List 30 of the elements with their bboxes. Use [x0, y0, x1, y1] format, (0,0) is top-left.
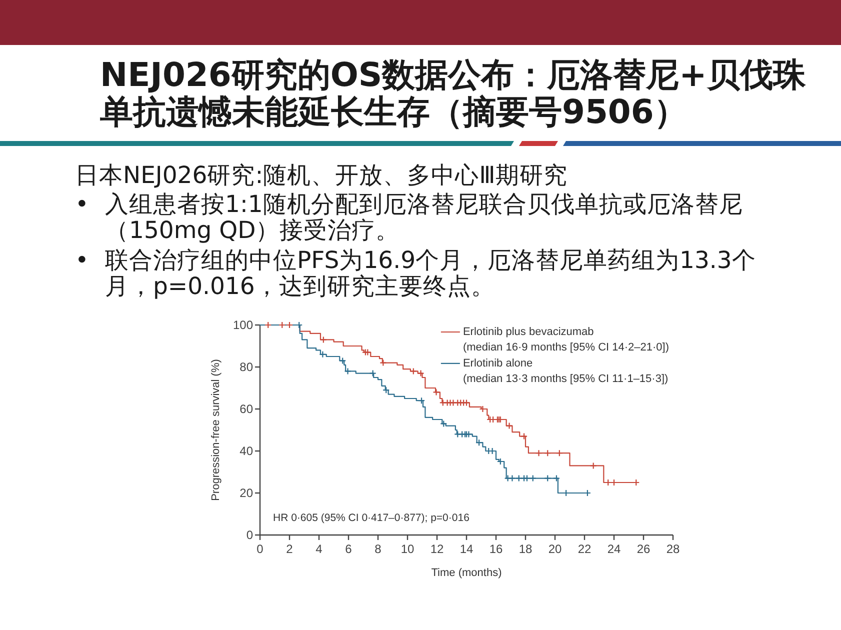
- x-tick-label: 8: [374, 542, 382, 556]
- x-tick-label: 20: [548, 542, 562, 556]
- x-tick-label: 22: [578, 542, 592, 556]
- y-tick-label: 80: [240, 360, 254, 374]
- text: • 联合治疗组的中位PFS为16.9个月，厄洛替尼单药组为13.3个月，p=0.016，达到研究主要终点。: [75, 246, 756, 300]
- x-tick-label: 4: [316, 542, 323, 556]
- y-tick-label: 100: [232, 318, 254, 332]
- text: • 入组患者按1:1随机分配到厄洛替尼联合贝伐单抗或厄洛替尼（150mg QD）接受治疗。: [75, 190, 743, 244]
- legend-label: Erlotinib plus bevacizumab (median 16·9 months [95% CI 14·2–21·0]): [462, 326, 669, 354]
- y-tick-label: 0: [246, 528, 254, 542]
- x-tick-label: 6: [345, 542, 352, 556]
- y-axis-title: Progression-free survival (%): [210, 359, 222, 501]
- annotation: HR 0·605 (95% CI 0·417–0·877); p=0·016: [273, 512, 470, 524]
- x-tick-label: 16: [489, 542, 503, 556]
- x-tick-label: 10: [400, 542, 414, 556]
- y-tick-label: 20: [240, 486, 254, 500]
- x-tick-label: 0: [256, 542, 264, 556]
- x-tick-label: 12: [430, 542, 444, 556]
- y-tick-label: 60: [240, 402, 254, 416]
- x-tick-label: 2: [286, 542, 294, 556]
- legend-label: Erlotinib alone (median 13·3 months [95% CI 11·1–15·3]): [462, 357, 668, 386]
- x-tick-label: 26: [636, 542, 650, 556]
- x-tick-label: 18: [518, 542, 532, 556]
- x-axis-title: Time (months): [431, 567, 502, 579]
- y-tick-label: 40: [240, 444, 254, 458]
- text: 日本NEJ026研究:随机、开放、多中心Ⅲ期研究: [75, 161, 568, 189]
- x-tick-label: 24: [607, 542, 621, 556]
- text: NEJ026研究的OS数据公布：厄洛替尼+贝伐珠单抗遗憾未能延长生存（摘要号9506）: [100, 55, 807, 131]
- x-tick-label: 14: [460, 542, 474, 556]
- x-tick-label: 28: [666, 542, 680, 556]
